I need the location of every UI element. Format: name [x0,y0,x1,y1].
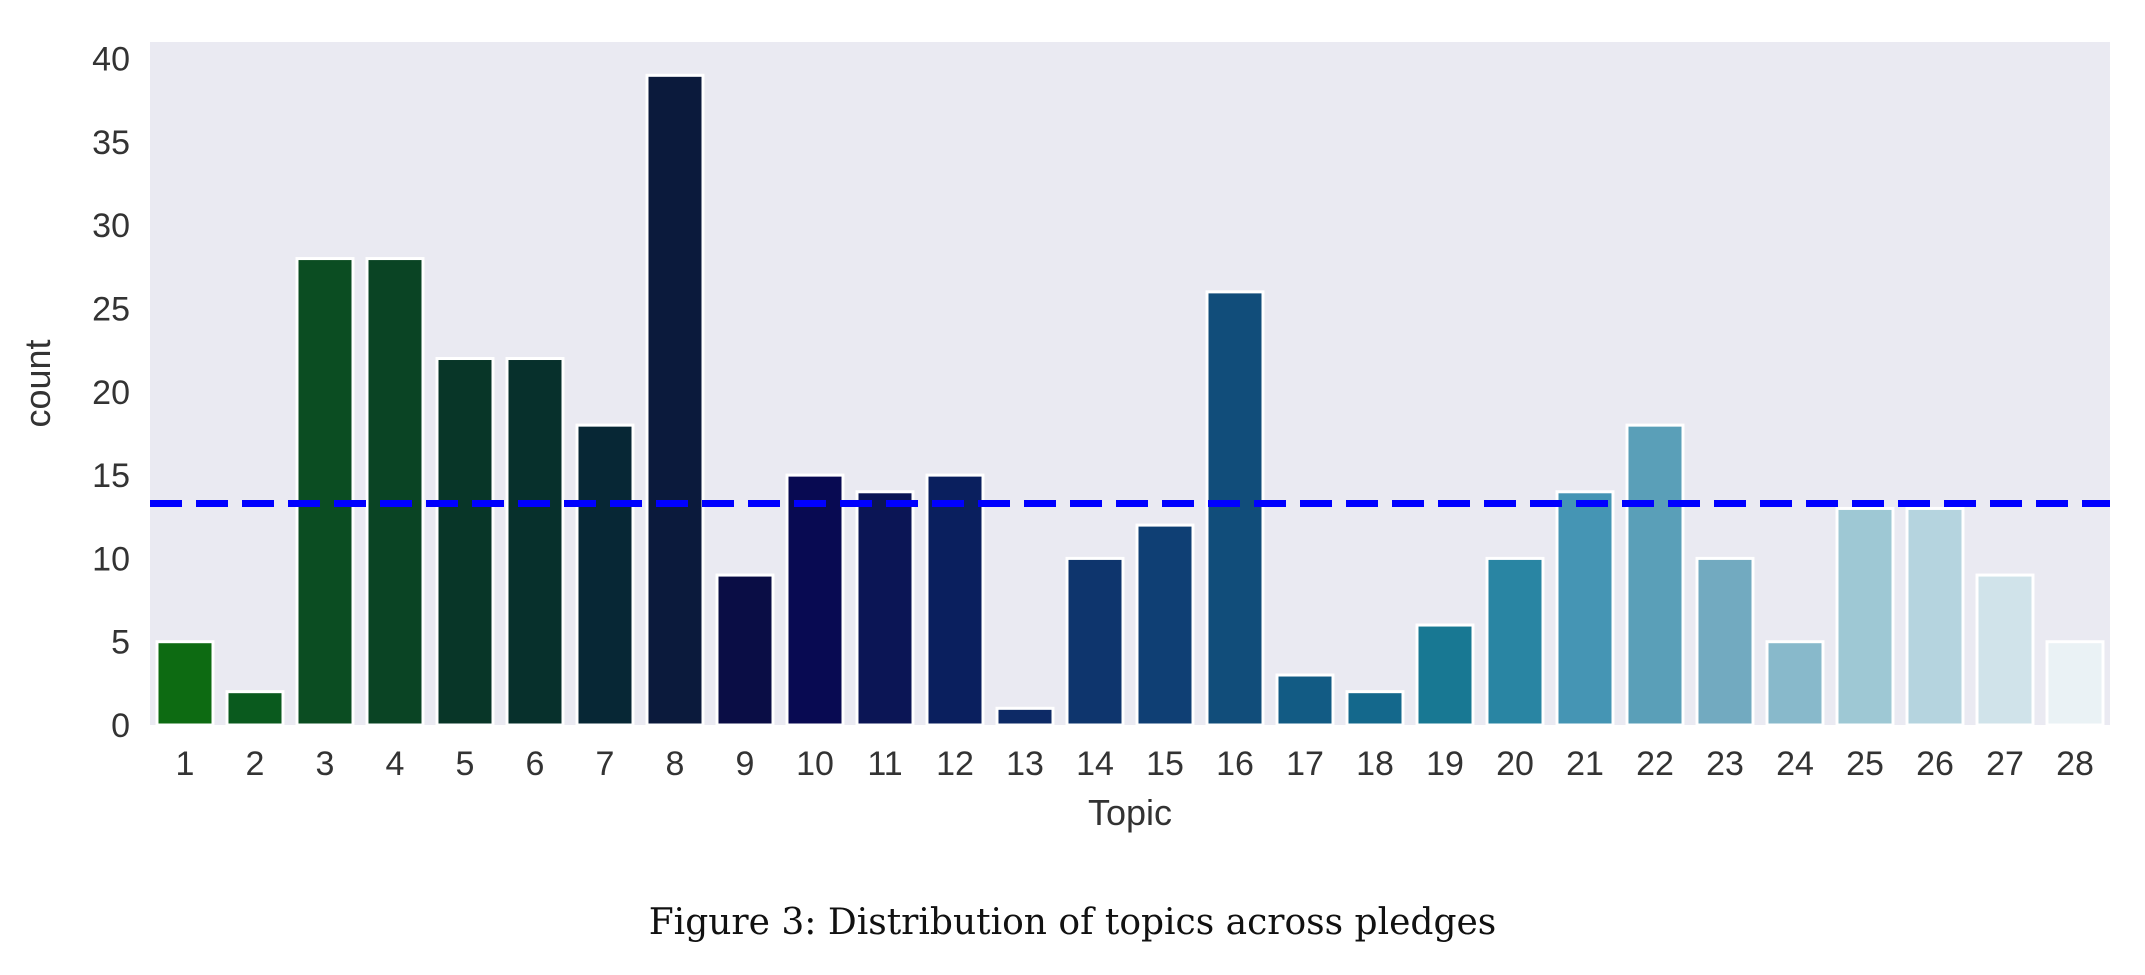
x-tick-label: 13 [1006,745,1044,783]
x-tick-label: 21 [1566,745,1604,783]
y-tick-label: 20 [92,374,130,412]
x-tick-label: 7 [596,745,615,783]
y-tick-label: 5 [111,624,130,662]
x-tick-label: 17 [1286,745,1324,783]
bar-topic-7 [575,423,635,727]
y-tick-labels: 0 5 10 15 20 25 30 35 40 [92,41,130,745]
bar-topic-26 [1905,506,1965,727]
bar-topic-20 [1485,556,1545,727]
x-tick-label: 19 [1426,745,1464,783]
bar-topic-1 [155,640,215,727]
bar-topic-27 [1975,573,2035,727]
figure-caption: Figure 3: Distribution of topics across … [648,902,1497,943]
bar-topic-22 [1625,423,1685,727]
x-tick-label: 6 [526,745,545,783]
bars-group [155,73,2105,727]
x-tick-label: 15 [1146,745,1184,783]
y-tick-label: 35 [92,124,130,162]
x-tick-label: 3 [316,745,335,783]
x-axis-label: Topic [1088,792,1172,833]
bar-topic-2 [225,690,285,727]
bar-topic-19 [1415,623,1475,727]
x-tick-label: 18 [1356,745,1394,783]
bar-topic-9 [715,573,775,727]
bar-topic-11 [855,490,915,727]
x-tick-label: 2 [246,745,265,783]
x-tick-label: 25 [1846,745,1884,783]
bar-topic-18 [1345,690,1405,727]
x-tick-label: 14 [1076,745,1114,783]
bar-topic-13 [995,706,1055,727]
bar-topic-4 [365,257,425,727]
bar-topic-28 [2045,640,2105,727]
bar-topic-8 [645,73,705,727]
y-tick-label: 10 [92,540,130,578]
bar-topic-15 [1135,523,1195,727]
bar-topic-16 [1205,290,1265,727]
bar-topic-23 [1695,556,1755,727]
bar-topic-24 [1765,640,1825,727]
x-tick-label: 27 [1986,745,2024,783]
bar-topic-21 [1555,490,1615,727]
y-tick-label: 15 [92,457,130,495]
x-tick-label: 11 [867,745,902,783]
bar-topic-17 [1275,673,1335,727]
x-tick-label: 4 [386,745,405,783]
x-tick-label: 5 [456,745,475,783]
x-tick-label: 1 [176,745,195,783]
x-tick-labels: 1 2 3 4 5 6 7 8 9 10 11 12 13 14 15 16 17 18 19 20 21 22 23 24 2… [176,745,2094,783]
bar-topic-3 [295,257,355,727]
y-tick-label: 0 [111,707,130,745]
bar-topic-5 [435,357,495,727]
y-tick-label: 30 [92,207,130,245]
x-tick-label: 24 [1776,745,1814,783]
x-tick-label: 28 [2056,745,2094,783]
bar-topic-25 [1835,506,1895,727]
x-tick-label: 23 [1706,745,1744,783]
bar-topic-14 [1065,556,1125,727]
bar-topic-10 [785,473,845,727]
x-tick-label: 9 [736,745,755,783]
x-tick-label: 12 [936,745,974,783]
x-tick-label: 26 [1916,745,1954,783]
bar-topic-12 [925,473,985,727]
y-tick-label: 40 [92,41,130,79]
x-tick-label: 10 [796,745,834,783]
x-tick-label: 20 [1496,745,1534,783]
x-tick-label: 16 [1216,745,1254,783]
y-tick-label: 25 [92,291,130,329]
x-tick-label: 22 [1636,745,1674,783]
x-tick-label: 8 [666,745,685,783]
y-axis-label: count [17,339,58,427]
bar-topic-6 [505,357,565,727]
